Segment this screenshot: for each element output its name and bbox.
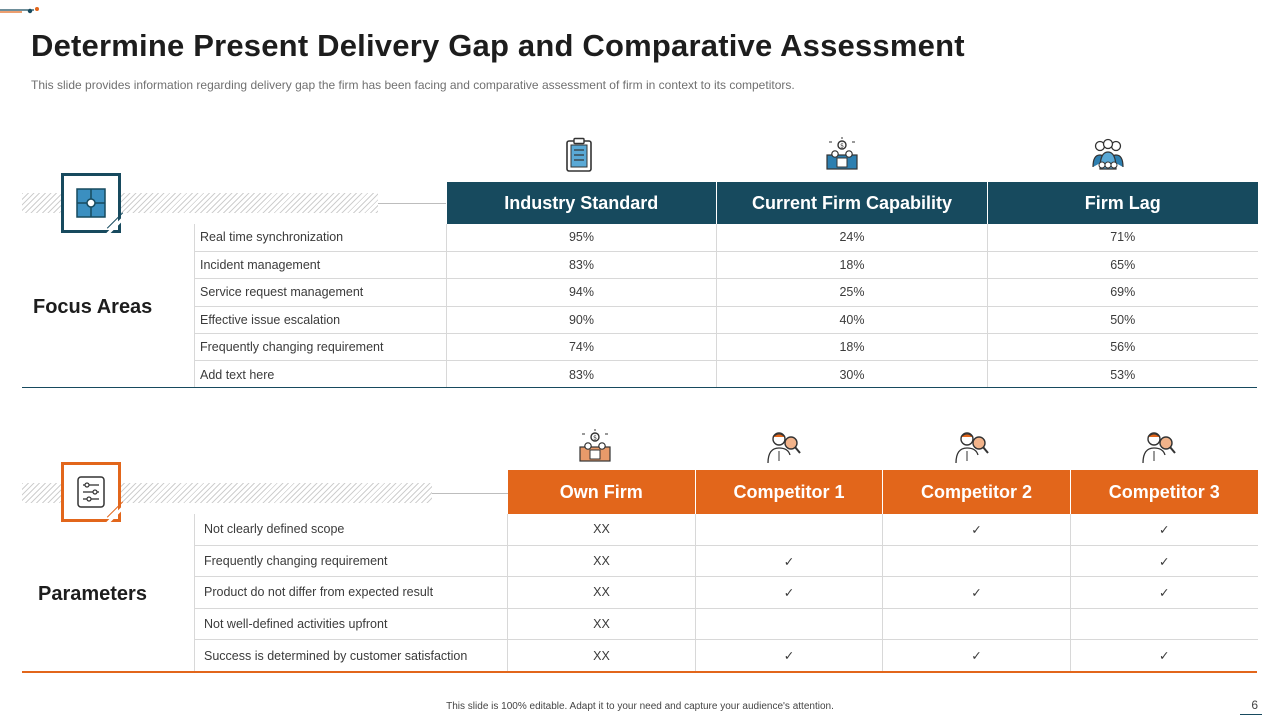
table-cell: 94% <box>446 278 717 307</box>
table-cell <box>1070 608 1258 641</box>
params-col-own-firm: Own Firm <box>507 470 696 514</box>
table-cell: 18% <box>716 333 988 362</box>
table-row: Not clearly defined scope XX ✓ ✓ <box>194 514 1258 546</box>
table-cell: 71% <box>987 224 1258 252</box>
group-people-icon <box>1092 138 1124 170</box>
params-col-competitor-2: Competitor 2 <box>882 470 1071 514</box>
row-label: Incident management <box>194 251 447 280</box>
svg-text:$: $ <box>593 435 597 442</box>
table-cell: ✓ <box>882 576 1071 609</box>
table-cell: ✓ <box>1070 545 1258 578</box>
table-row: Add text here 83% 30% 53% <box>194 360 1258 389</box>
table-cell: 56% <box>987 333 1258 362</box>
table-cell: ✓ <box>1159 649 1170 663</box>
svg-text:$: $ <box>840 143 844 150</box>
focus-header-blank <box>195 182 447 224</box>
table-cell: 95% <box>446 224 717 252</box>
table-cell: 50% <box>987 306 1258 335</box>
settings-list-icon <box>77 476 105 508</box>
person-search-icon <box>767 432 801 464</box>
clipboard-icon <box>566 137 592 172</box>
table-cell <box>695 514 883 546</box>
connector-line-focus <box>378 203 446 204</box>
table-cell: ✓ <box>695 639 883 671</box>
table-row: Service request management 94% 25% 69% <box>194 278 1258 307</box>
row-label: Not well-defined activities upfront <box>194 608 508 641</box>
params-header-row: Own Firm Competitor 1 Competitor 2 Compe… <box>195 470 1258 514</box>
window-grid-icon <box>76 188 106 218</box>
focus-header-row: Industry Standard Current Firm Capabilit… <box>195 182 1258 224</box>
connector-line-params <box>432 493 508 494</box>
params-col-competitor-1: Competitor 1 <box>695 470 883 514</box>
table-cell <box>882 545 1071 578</box>
focus-areas-label: Focus Areas <box>33 296 153 318</box>
focus-col-current-capability: Current Firm Capability <box>716 182 988 224</box>
table-row: Product do not differ from expected resu… <box>194 576 1258 609</box>
table-cell: XX <box>507 576 696 609</box>
table-cell: 65% <box>987 251 1258 280</box>
focus-col-firm-lag: Firm Lag <box>987 182 1258 224</box>
params-bottom-rule <box>22 671 1257 673</box>
table-cell: ✓ <box>1070 576 1258 609</box>
table-row: Frequently changing requirement XX ✓ ✓ <box>194 545 1258 578</box>
page-number-underline <box>1240 714 1262 715</box>
table-cell: 40% <box>716 306 988 335</box>
row-label: Frequently changing requirement <box>194 545 508 578</box>
row-label: Add text here <box>194 360 447 389</box>
corner-decoration <box>0 7 39 14</box>
table-row: Effective issue escalation 90% 40% 50% <box>194 306 1258 335</box>
page-subtitle: This slide provides information regardin… <box>31 78 795 92</box>
table-cell: XX <box>507 639 696 671</box>
table-cell: XX <box>507 514 696 546</box>
table-cell: 25% <box>716 278 988 307</box>
table-row: Frequently changing requirement 74% 18% … <box>194 333 1258 362</box>
row-label: Frequently changing requirement <box>194 333 447 362</box>
table-cell: ✓ <box>695 576 883 609</box>
team-presentation-icon: $ <box>579 429 611 462</box>
table-cell: 53% <box>1110 367 1136 382</box>
table-cell: 83% <box>446 251 717 280</box>
person-search-icon <box>1142 432 1176 464</box>
row-label: Not clearly defined scope <box>194 514 508 546</box>
table-cell: 90% <box>446 306 717 335</box>
table-cell: 83% <box>446 360 717 389</box>
parameters-label: Parameters <box>38 583 147 605</box>
page-title: Determine Present Delivery Gap and Compa… <box>31 28 965 63</box>
focus-col-industry-standard: Industry Standard <box>446 182 717 224</box>
row-label: Service request management <box>194 278 447 307</box>
focus-icon-box <box>61 173 127 239</box>
params-col-competitor-3: Competitor 3 <box>1070 470 1258 514</box>
table-cell: 74% <box>446 333 717 362</box>
table-cell: 30% <box>716 360 988 389</box>
table-cell: ✓ <box>882 514 1071 546</box>
table-row: Real time synchronization 95% 24% 71% <box>194 224 1258 252</box>
table-cell: XX <box>507 545 696 578</box>
table-row: Incident management 83% 18% 65% <box>194 251 1258 280</box>
table-cell <box>882 608 1071 641</box>
row-label: Success is determined by customer satisf… <box>194 639 508 671</box>
page-number: 6 <box>1251 698 1258 712</box>
params-icon-box <box>61 462 127 528</box>
row-label: Real time synchronization <box>194 224 447 252</box>
table-cell <box>695 608 883 641</box>
person-search-icon <box>955 432 989 464</box>
table-cell: ✓ <box>1070 514 1258 546</box>
row-label: Product do not differ from expected resu… <box>194 576 508 609</box>
footer-note: This slide is 100% editable. Adapt it to… <box>446 701 834 712</box>
params-header-blank <box>195 470 508 514</box>
team-presentation-icon: $ <box>826 137 858 170</box>
parameters-table: Own Firm Competitor 1 Competitor 2 Compe… <box>194 470 1258 671</box>
focus-areas-table: Industry Standard Current Firm Capabilit… <box>194 182 1258 389</box>
table-row: Success is determined by customer satisf… <box>194 639 1258 671</box>
table-row: Not well-defined activities upfront XX <box>194 608 1258 641</box>
table-cell: ✓ <box>695 545 883 578</box>
table-cell: 69% <box>987 278 1258 307</box>
table-cell: 18% <box>716 251 988 280</box>
hatch-band-params <box>22 483 432 503</box>
focus-bottom-rule <box>22 387 1257 388</box>
table-cell: XX <box>507 608 696 641</box>
row-label: Effective issue escalation <box>194 306 447 335</box>
table-cell: 24% <box>716 224 988 252</box>
table-cell: ✓ <box>882 639 1071 671</box>
